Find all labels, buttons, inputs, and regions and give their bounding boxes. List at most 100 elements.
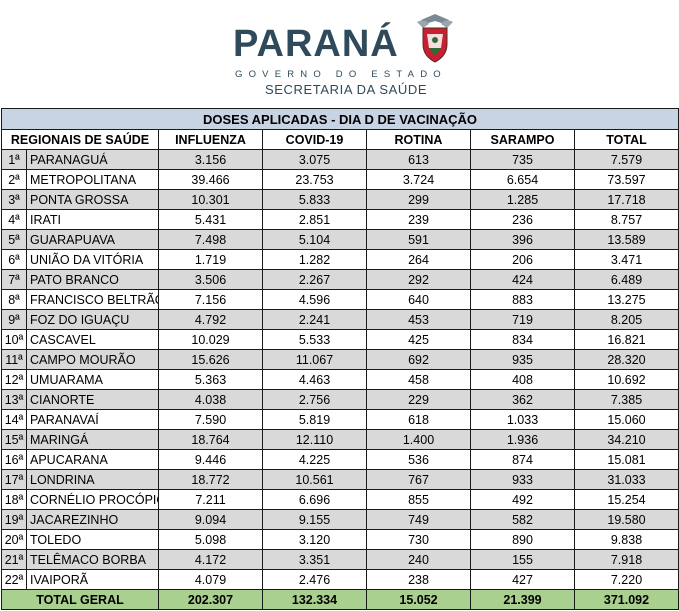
row-total: 6.489	[574, 269, 679, 290]
row-total: 17.718	[574, 189, 679, 210]
row-index: 21ª	[1, 549, 27, 570]
total-total: 371.092	[574, 589, 679, 610]
row-total: 19.580	[574, 509, 679, 530]
row-influenza: 7.156	[158, 289, 263, 310]
row-index: 17ª	[1, 469, 27, 490]
table-row: 7ª PATO BRANCO 3.506 2.267 292 424 6.489	[1, 269, 679, 290]
row-total: 13.589	[574, 229, 679, 250]
row-covid: 23.753	[262, 169, 367, 190]
column-header-rotina: ROTINA	[366, 129, 471, 150]
row-total: 15.060	[574, 409, 679, 430]
table-row: 5ª GUARAPUAVA 7.498 5.104 591 396 13.589	[1, 229, 679, 250]
row-influenza: 9.094	[158, 509, 263, 530]
row-rotina: 458	[366, 369, 471, 390]
vaccination-table: DOSES APLICADAS - DIA D DE VACINAÇÃO REG…	[1, 108, 679, 610]
row-sarampo: 890	[470, 529, 575, 550]
row-rotina: 264	[366, 249, 471, 270]
row-rotina: 292	[366, 269, 471, 290]
row-sarampo: 883	[470, 289, 575, 310]
row-index: 12ª	[1, 369, 27, 390]
row-regional: PONTA GROSSA	[26, 189, 159, 210]
row-rotina: 3.724	[366, 169, 471, 190]
row-influenza: 3.156	[158, 149, 263, 170]
column-header-covid: COVID-19	[262, 129, 367, 150]
row-covid: 5.833	[262, 189, 367, 210]
table-row: 12ª UMUARAMA 5.363 4.463 458 408 10.692	[1, 369, 679, 390]
row-regional: TELÊMACO BORBA	[26, 549, 159, 570]
row-covid: 2.267	[262, 269, 367, 290]
row-influenza: 7.590	[158, 409, 263, 430]
row-sarampo: 1.033	[470, 409, 575, 430]
row-rotina: 238	[366, 569, 471, 590]
row-rotina: 591	[366, 229, 471, 250]
row-regional: PATO BRANCO	[26, 269, 159, 290]
column-header-influenza: INFLUENZA	[158, 129, 263, 150]
row-sarampo: 1.936	[470, 429, 575, 450]
table-row: 8ª FRANCISCO BELTRÃO 7.156 4.596 640 883 13.27…	[1, 289, 679, 310]
row-influenza: 4.038	[158, 389, 263, 410]
row-rotina: 425	[366, 329, 471, 350]
row-covid: 5.819	[262, 409, 367, 430]
parana-logo: PARANÁ GOVERNO DO ESTADO SECRETARIA DA S…	[233, 14, 463, 102]
row-total: 10.692	[574, 369, 679, 390]
total-covid: 132.334	[262, 589, 367, 610]
row-index: 5ª	[1, 229, 27, 250]
row-influenza: 7.211	[158, 489, 263, 510]
row-influenza: 10.301	[158, 189, 263, 210]
row-regional: CASCAVEL	[26, 329, 159, 350]
row-total: 31.033	[574, 469, 679, 490]
row-influenza: 3.506	[158, 269, 263, 290]
row-covid: 2.241	[262, 309, 367, 330]
row-total: 3.471	[574, 249, 679, 270]
row-influenza: 4.792	[158, 309, 263, 330]
row-index: 18ª	[1, 489, 27, 510]
row-influenza: 18.772	[158, 469, 263, 490]
table-row: 15ª MARINGÁ 18.764 12.110 1.400 1.936 34.210	[1, 429, 679, 450]
row-index: 2ª	[1, 169, 27, 190]
table-title-row: DOSES APLICADAS - DIA D DE VACINAÇÃO	[1, 108, 679, 130]
row-index: 20ª	[1, 529, 27, 550]
table-row: 13ª CIANORTE 4.038 2.756 229 362 7.385	[1, 389, 679, 410]
row-index: 10ª	[1, 329, 27, 350]
row-regional: FOZ DO IGUAÇU	[26, 309, 159, 330]
row-sarampo: 582	[470, 509, 575, 530]
row-covid: 4.596	[262, 289, 367, 310]
row-total: 73.597	[574, 169, 679, 190]
row-covid: 10.561	[262, 469, 367, 490]
row-sarampo: 408	[470, 369, 575, 390]
table-row: 4ª IRATI 5.431 2.851 239 236 8.757	[1, 209, 679, 230]
row-rotina: 640	[366, 289, 471, 310]
row-sarampo: 396	[470, 229, 575, 250]
row-covid: 1.282	[262, 249, 367, 270]
row-sarampo: 424	[470, 269, 575, 290]
row-rotina: 692	[366, 349, 471, 370]
row-regional: METROPOLITANA	[26, 169, 159, 190]
row-sarampo: 362	[470, 389, 575, 410]
row-regional: LONDRINA	[26, 469, 159, 490]
column-header-regionais: REGIONAIS DE SAÚDE	[1, 129, 159, 150]
row-covid: 4.463	[262, 369, 367, 390]
table-row: 18ª CORNÉLIO PROCÓPIO 7.211 6.696 855 492 15.2…	[1, 489, 679, 510]
row-covid: 2.756	[262, 389, 367, 410]
row-sarampo: 874	[470, 449, 575, 470]
row-influenza: 39.466	[158, 169, 263, 190]
row-sarampo: 6.654	[470, 169, 575, 190]
table-row: 3ª PONTA GROSSA 10.301 5.833 299 1.285 17.718	[1, 189, 679, 210]
brand-title: PARANÁ	[233, 23, 399, 65]
row-total: 34.210	[574, 429, 679, 450]
row-covid: 4.225	[262, 449, 367, 470]
row-regional: CIANORTE	[26, 389, 159, 410]
row-sarampo: 719	[470, 309, 575, 330]
header: PARANÁ GOVERNO DO ESTADO SECRETARIA DA S…	[0, 0, 679, 108]
table-row: 14ª PARANAVAÍ 7.590 5.819 618 1.033 15.060	[1, 409, 679, 430]
row-index: 16ª	[1, 449, 27, 470]
column-header-sarampo: SARAMPO	[470, 129, 575, 150]
row-regional: PARANAVAÍ	[26, 409, 159, 430]
row-covid: 11.067	[262, 349, 367, 370]
row-influenza: 1.719	[158, 249, 263, 270]
row-regional: TOLEDO	[26, 529, 159, 550]
row-covid: 3.351	[262, 549, 367, 570]
row-regional: UNIÃO DA VITÓRIA	[26, 249, 159, 270]
row-index: 13ª	[1, 389, 27, 410]
row-sarampo: 236	[470, 209, 575, 230]
